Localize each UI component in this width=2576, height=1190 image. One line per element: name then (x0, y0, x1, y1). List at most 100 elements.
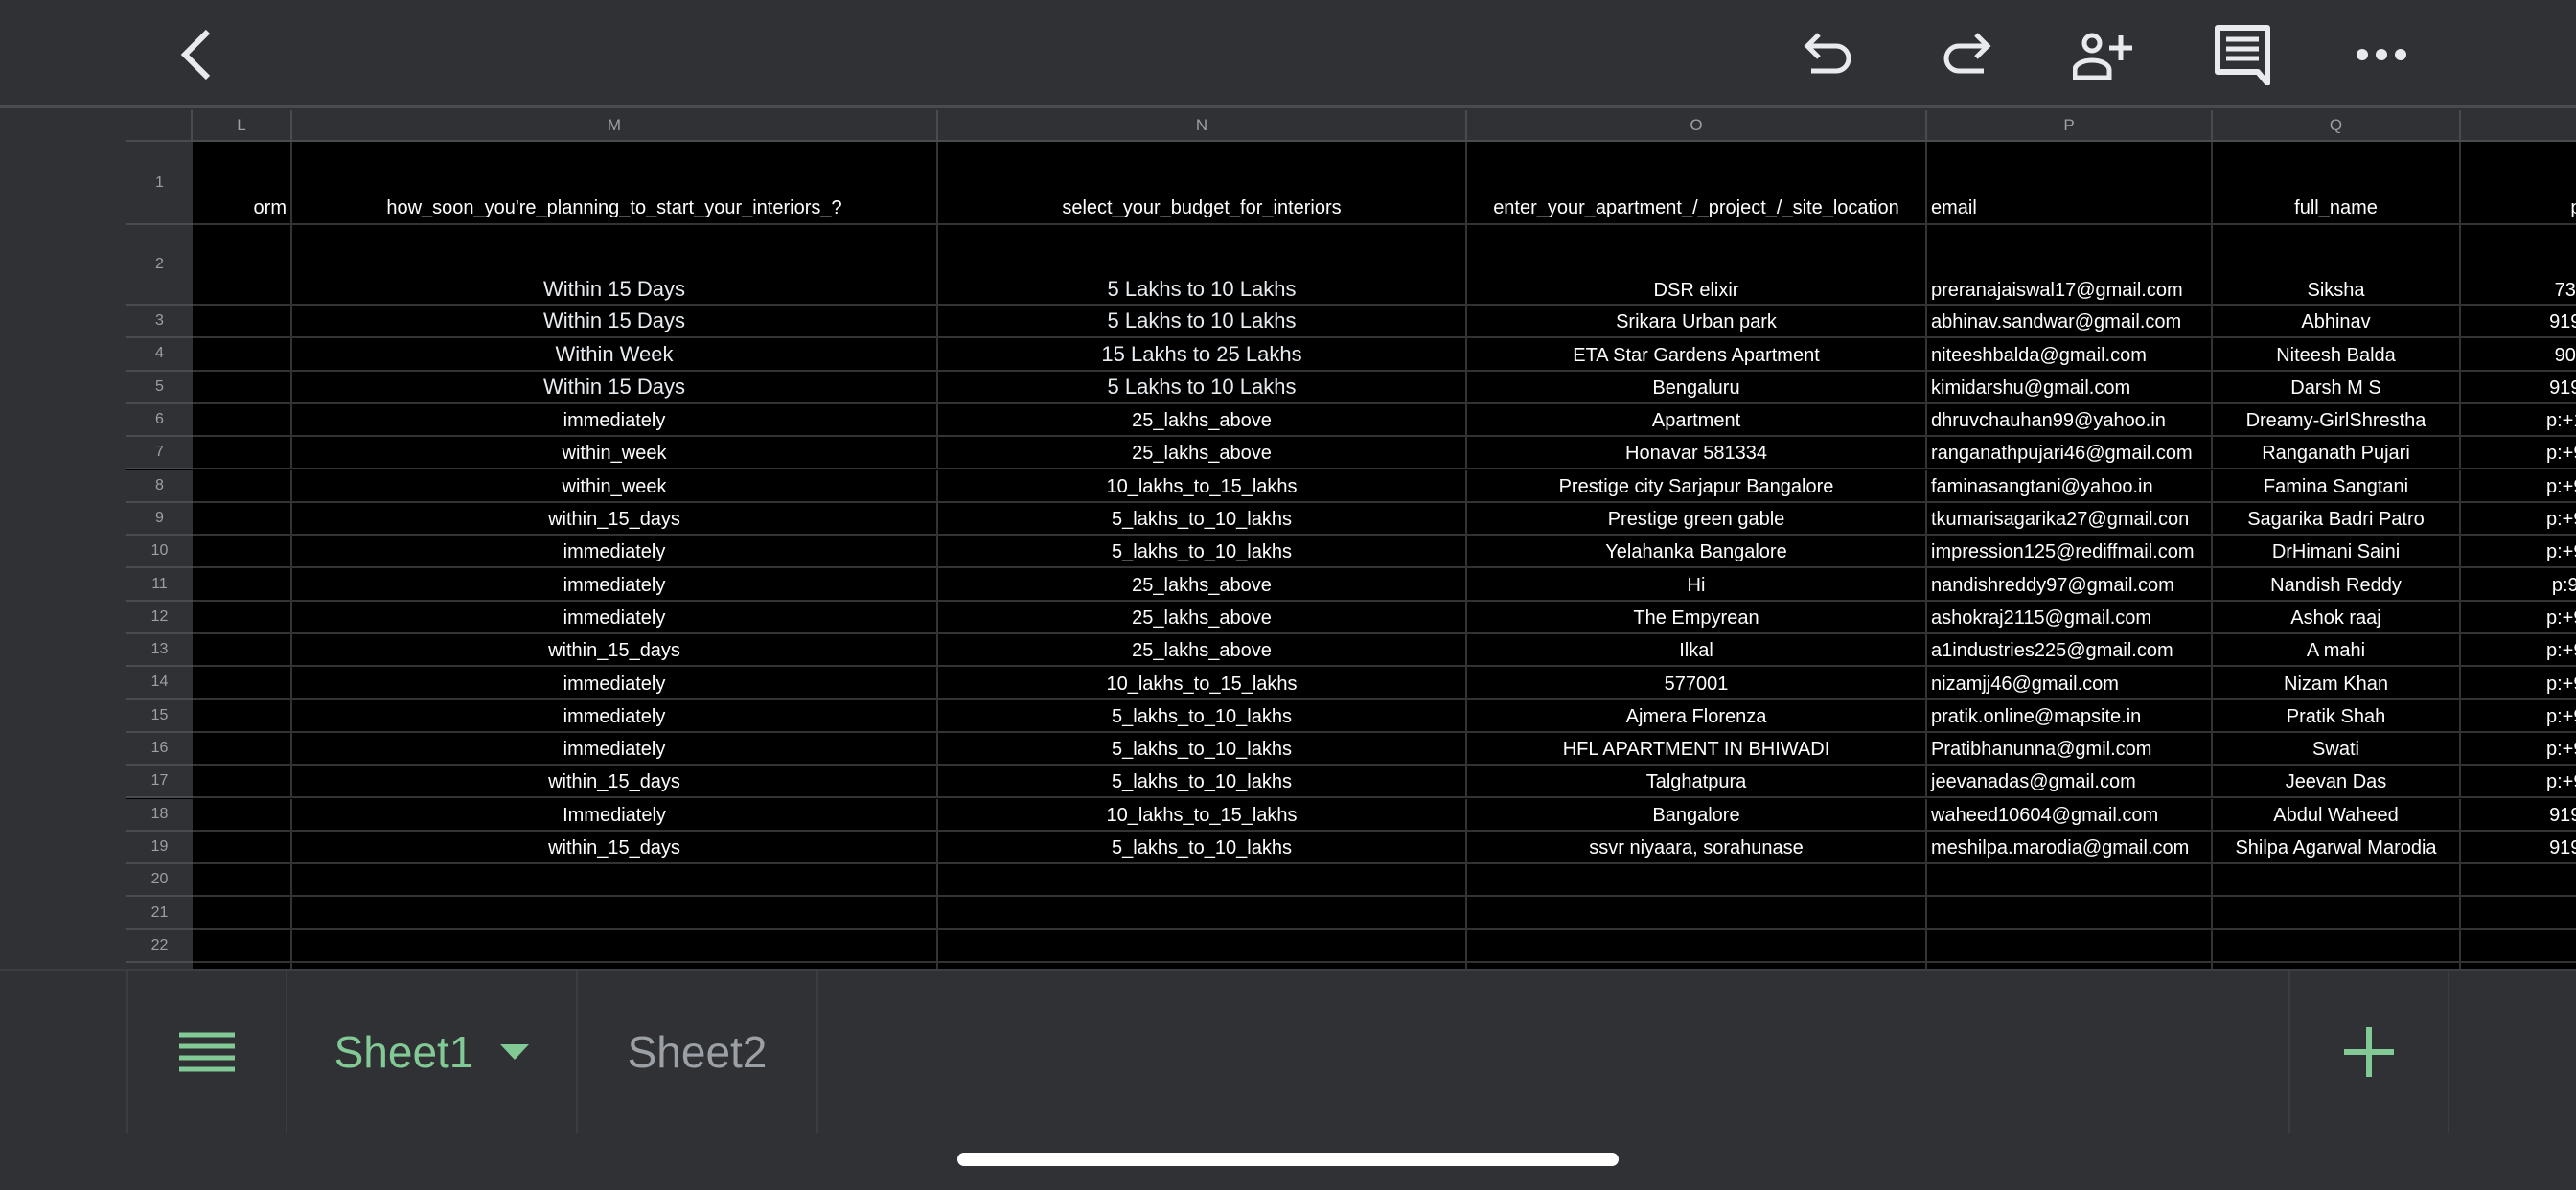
row-header[interactable]: 22 (126, 929, 193, 963)
row-header[interactable]: 23 (126, 963, 193, 969)
table-cell[interactable]: 9196201 (2461, 372, 2576, 404)
table-cell[interactable]: Yelahanka Bangalore (1467, 536, 1927, 569)
table-cell[interactable] (292, 864, 938, 898)
table-cell[interactable]: 10_lakhs_to_15_lakhs (938, 469, 1467, 503)
table-cell[interactable] (193, 798, 292, 832)
row-header[interactable]: 20 (126, 864, 193, 898)
table-cell[interactable]: Swati (2213, 732, 2461, 767)
table-cell[interactable] (193, 568, 292, 602)
table-cell[interactable]: impression125@rediffmail.com (1927, 536, 2213, 569)
table-cell[interactable] (2461, 930, 2576, 963)
table-cell[interactable]: Bengaluru (1467, 371, 1927, 404)
table-cell[interactable]: within_week (292, 469, 938, 503)
table-cell[interactable]: p:+91988 (2461, 437, 2576, 470)
table-cell[interactable]: p:+91814 (2461, 503, 2576, 537)
table-cell[interactable]: immediately (292, 667, 938, 700)
table-cell[interactable]: 25_lakhs_above (938, 437, 1467, 470)
table-cell[interactable]: p:+91890 (2461, 700, 2576, 733)
row-header[interactable]: 12 (126, 601, 193, 634)
table-cell[interactable] (2213, 864, 2461, 898)
header-cell[interactable]: how_soon_you're_planning_to_start_your_i… (292, 142, 938, 225)
table-cell[interactable]: Honavar 581334 (1467, 437, 1927, 470)
table-cell[interactable]: Within 15 Days (292, 225, 938, 306)
table-cell[interactable] (193, 306, 292, 339)
table-cell[interactable]: 9198440 (2461, 799, 2576, 832)
table-cell[interactable]: Darsh M S (2213, 371, 2461, 404)
spreadsheet-grid[interactable]: LMNOPQR 1ormhow_soon_you're_planning_to_s… (126, 110, 2576, 969)
tab-sheet2[interactable]: Sheet2 (578, 971, 818, 1133)
table-cell[interactable]: kimidarshu@gmail.com (1927, 371, 2213, 404)
table-cell[interactable]: 5 Lakhs to 10 Lakhs (938, 371, 1467, 404)
table-cell[interactable] (1927, 864, 2213, 898)
table-cell[interactable] (2213, 963, 2461, 969)
table-cell[interactable] (193, 601, 292, 634)
row-header[interactable]: 11 (126, 568, 193, 602)
table-cell[interactable]: p:+91888 (2461, 634, 2576, 668)
table-cell[interactable]: Within 15 Days (292, 306, 938, 339)
row-header[interactable]: 17 (126, 766, 193, 799)
table-cell[interactable] (193, 766, 292, 799)
table-cell[interactable]: Sagarika Badri Patro (2213, 502, 2461, 537)
row-header[interactable]: 14 (126, 667, 193, 700)
table-cell[interactable]: 9196209 (2461, 306, 2576, 339)
row-header[interactable]: 21 (126, 897, 193, 930)
table-cell[interactable]: 25_lakhs_above (938, 601, 1467, 634)
table-cell[interactable] (193, 864, 292, 898)
row-header[interactable]: 10 (126, 536, 193, 569)
table-cell[interactable] (292, 963, 938, 969)
table-cell[interactable]: jeevanadas@gmail.com (1927, 766, 2213, 799)
table-cell[interactable] (193, 225, 292, 306)
table-cell[interactable]: 5 Lakhs to 10 Lakhs (938, 225, 1467, 306)
row-header[interactable]: 16 (126, 732, 193, 767)
table-cell[interactable]: 10_lakhs_to_15_lakhs (938, 667, 1467, 700)
table-cell[interactable]: Famina Sangtani (2213, 469, 2461, 503)
header-cell[interactable]: pho (2461, 142, 2576, 225)
table-cell[interactable]: ssvr niyaara, sorahunase (1467, 831, 1927, 865)
table-cell[interactable]: 577001 (1467, 667, 1927, 700)
table-cell[interactable]: Abhinav (2213, 306, 2461, 339)
table-cell[interactable]: Prestige green gable (1467, 502, 1927, 537)
table-cell[interactable] (193, 732, 292, 767)
table-cell[interactable]: Nizam Khan (2213, 667, 2461, 700)
table-cell[interactable]: Ranganath Pujari (2213, 437, 2461, 470)
table-cell[interactable]: Prestige city Sarjapur Bangalore (1467, 469, 1927, 503)
row-header[interactable]: 18 (126, 798, 193, 832)
table-cell[interactable]: DSR elixir (1467, 225, 1927, 306)
home-indicator[interactable] (957, 1153, 1619, 1166)
table-cell[interactable]: Siksha (2213, 225, 2461, 306)
add-sheet-button[interactable] (2288, 971, 2450, 1133)
column-header-O[interactable]: O (1467, 110, 1927, 142)
table-cell[interactable]: 733834 (2461, 225, 2576, 306)
table-cell[interactable]: p:+91981 (2461, 733, 2576, 767)
column-header-M[interactable]: M (292, 110, 938, 142)
comment-icon[interactable] (2204, 21, 2281, 88)
table-cell[interactable] (2213, 929, 2461, 963)
table-cell[interactable] (193, 437, 292, 470)
table-cell[interactable]: immediately (292, 536, 938, 569)
table-cell[interactable] (1467, 929, 1927, 963)
table-cell[interactable] (292, 897, 938, 930)
table-cell[interactable]: Shilpa Agarwal Marodia (2213, 831, 2461, 865)
table-cell[interactable]: p:99806 (2461, 568, 2576, 602)
table-cell[interactable]: immediately (292, 403, 938, 438)
undo-icon[interactable] (1792, 24, 1869, 85)
header-cell[interactable]: full_name (2213, 142, 2461, 225)
table-cell[interactable]: p:+17406 (2461, 404, 2576, 438)
table-cell[interactable]: dhruvchauhan99@yahoo.in (1927, 403, 2213, 438)
add-person-icon[interactable] (2060, 24, 2147, 85)
table-cell[interactable]: 5_lakhs_to_10_lakhs (938, 766, 1467, 799)
table-cell[interactable] (1467, 897, 1927, 930)
table-cell[interactable]: DrHimani Saini (2213, 536, 2461, 569)
table-cell[interactable]: abhinav.sandwar@gmail.com (1927, 306, 2213, 339)
table-cell[interactable]: 15 Lakhs to 25 Lakhs (938, 338, 1467, 372)
table-cell[interactable]: 25_lakhs_above (938, 634, 1467, 668)
table-cell[interactable]: 906056 (2461, 338, 2576, 372)
table-cell[interactable]: Bangalore (1467, 798, 1927, 832)
table-cell[interactable]: nizamjj46@gmail.com (1927, 667, 2213, 700)
table-cell[interactable] (193, 963, 292, 969)
back-icon[interactable] (163, 24, 230, 85)
column-header-N[interactable]: N (938, 110, 1467, 142)
table-cell[interactable]: 5_lakhs_to_10_lakhs (938, 831, 1467, 865)
table-cell[interactable] (292, 929, 938, 963)
table-cell[interactable] (1927, 897, 2213, 930)
